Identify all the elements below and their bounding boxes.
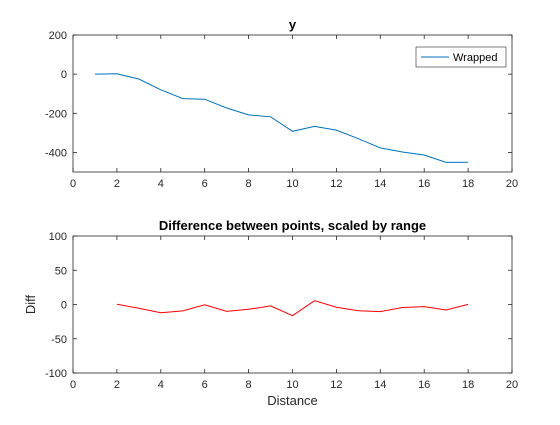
plot1-y-tick-label: 0 bbox=[61, 69, 67, 81]
plot2-x-tick-label: 4 bbox=[158, 379, 164, 391]
plot2-x-tick-label: 10 bbox=[286, 379, 298, 391]
plot1-x-tick-label: 16 bbox=[418, 178, 430, 190]
plot2-y-tick-label: 50 bbox=[55, 265, 67, 277]
plot2-y-axis-label: Diff bbox=[23, 294, 38, 314]
plot1-x-tick-label: 0 bbox=[70, 178, 76, 190]
plot2-y-tick-label: -100 bbox=[45, 368, 67, 380]
legend-label-1: Wrapped bbox=[453, 52, 497, 64]
plot1-y-tick-label: 200 bbox=[49, 30, 67, 42]
plot1-x-tick-label: 20 bbox=[506, 178, 518, 190]
plot2-y-tick-label: -50 bbox=[51, 334, 67, 346]
plot1-y-tick-label: -400 bbox=[45, 147, 67, 159]
plot2-x-tick-label: 20 bbox=[506, 379, 518, 391]
plot1-legend: Wrapped bbox=[415, 46, 507, 68]
plot1-x-tick-label: 6 bbox=[202, 178, 208, 190]
plot2-x-tick-label: 8 bbox=[246, 379, 252, 391]
plot2-x-tick-label: 14 bbox=[374, 379, 386, 391]
plot1-x-tick-label: 8 bbox=[246, 178, 252, 190]
plot1-y-tick-label: -200 bbox=[45, 108, 67, 120]
plot2-series-line-1 bbox=[116, 300, 469, 317]
plot2-x-tick-label: 2 bbox=[114, 379, 120, 391]
plot1-axes: 0 2 4 6 8 10 12 14 16 18 20 -400 -200 0 200 y Wrapped bbox=[45, 17, 518, 190]
plot2-x-tick-label: 0 bbox=[70, 379, 76, 391]
plot1-x-tick-label: 14 bbox=[374, 178, 386, 190]
plot2-title: Difference between points, scaled by ran… bbox=[159, 218, 426, 233]
plot2-y-tick-label: 0 bbox=[61, 300, 67, 312]
plot1-x-tick-label: 4 bbox=[158, 178, 164, 190]
plot1-x-tick-label: 12 bbox=[330, 178, 342, 190]
plot2-y-tick-label: 100 bbox=[49, 231, 67, 243]
plot2-x-tick-label: 6 bbox=[202, 379, 208, 391]
plot2-axes: 0 2 4 6 8 10 12 14 16 18 20 -100 -50 0 50 100 Difference… bbox=[23, 218, 518, 408]
plot2-x-tick-label: 12 bbox=[330, 379, 342, 391]
legend-box bbox=[415, 46, 507, 68]
plot1-title: y bbox=[289, 17, 297, 32]
plot1-x-tick-label: 10 bbox=[286, 178, 298, 190]
plot2-axes-box bbox=[72, 235, 513, 374]
plot2-x-tick-label: 18 bbox=[462, 379, 474, 391]
plot1-x-tick-label: 2 bbox=[114, 178, 120, 190]
plot1-series-line-1 bbox=[94, 73, 469, 163]
plot2-x-axis-label: Distance bbox=[267, 393, 318, 408]
plot2-x-tick-label: 16 bbox=[418, 379, 430, 391]
plot1-x-tick-label: 18 bbox=[462, 178, 474, 190]
